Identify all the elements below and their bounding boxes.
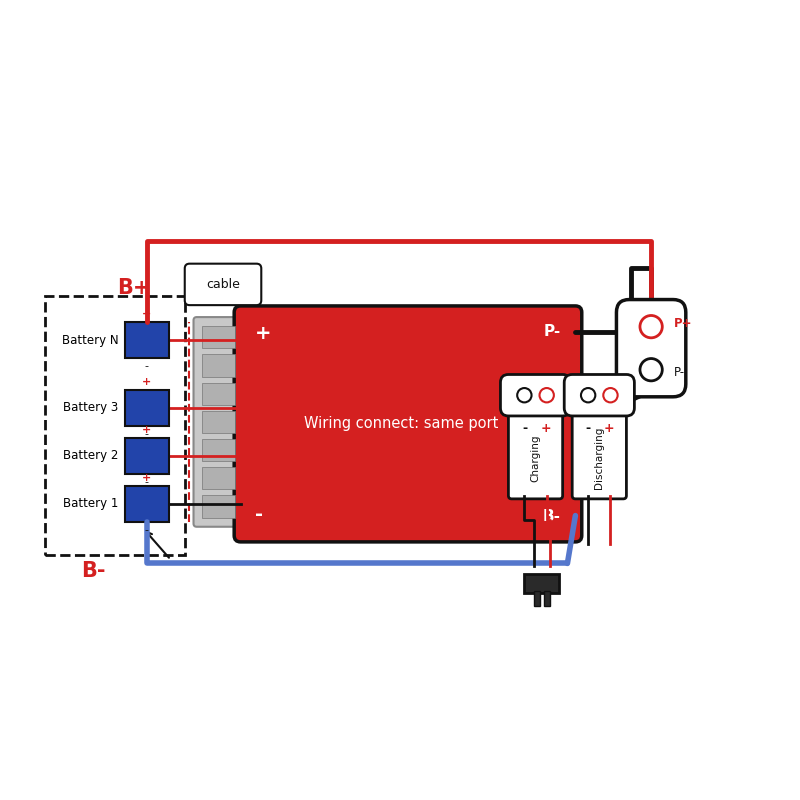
FancyBboxPatch shape: [501, 374, 570, 416]
Text: B-: B-: [543, 509, 561, 523]
FancyBboxPatch shape: [564, 374, 634, 416]
Text: B-: B-: [81, 562, 106, 582]
Text: -: -: [522, 422, 527, 434]
Bar: [543, 591, 550, 606]
Bar: [202, 354, 235, 377]
Text: +: +: [142, 377, 151, 387]
Bar: [125, 438, 169, 474]
Circle shape: [581, 388, 595, 402]
Bar: [125, 486, 169, 522]
Bar: [202, 410, 235, 433]
Text: Battery N: Battery N: [62, 334, 118, 346]
Text: +: +: [142, 309, 151, 319]
Bar: [202, 326, 235, 349]
Text: -: -: [145, 525, 149, 534]
FancyBboxPatch shape: [185, 264, 262, 305]
Text: Battery 2: Battery 2: [63, 450, 118, 462]
Text: -: -: [145, 477, 149, 487]
Bar: [46, 296, 185, 555]
Text: Wiring connect: same port: Wiring connect: same port: [304, 417, 498, 431]
Circle shape: [517, 388, 531, 402]
Bar: [125, 390, 169, 426]
Text: P+: P+: [674, 317, 692, 330]
FancyBboxPatch shape: [617, 299, 686, 397]
Text: cable: cable: [206, 278, 240, 291]
Circle shape: [603, 388, 618, 402]
FancyBboxPatch shape: [572, 409, 626, 499]
Text: +: +: [540, 422, 551, 434]
FancyBboxPatch shape: [509, 409, 562, 499]
Text: +: +: [142, 425, 151, 434]
Text: P-: P-: [544, 324, 561, 339]
Text: Charging: Charging: [530, 434, 541, 482]
Circle shape: [640, 358, 662, 381]
FancyBboxPatch shape: [194, 317, 244, 526]
Text: -: -: [586, 422, 591, 434]
Text: -: -: [145, 429, 149, 439]
Text: Battery 3: Battery 3: [63, 402, 118, 414]
Text: -: -: [255, 505, 263, 523]
Text: +: +: [255, 324, 271, 343]
Bar: [534, 591, 540, 606]
Bar: [202, 382, 235, 405]
Text: +: +: [604, 422, 614, 434]
Text: Discharging: Discharging: [594, 426, 604, 489]
Bar: [524, 574, 559, 593]
Text: -: -: [145, 362, 149, 371]
FancyBboxPatch shape: [234, 306, 582, 542]
Circle shape: [539, 388, 554, 402]
Bar: [125, 322, 169, 358]
Text: Battery 1: Battery 1: [63, 497, 118, 510]
Text: +: +: [142, 473, 151, 482]
Bar: [202, 495, 235, 518]
Text: B+: B+: [117, 278, 150, 298]
Text: P-: P-: [674, 366, 685, 379]
Bar: [202, 439, 235, 462]
Circle shape: [640, 315, 662, 338]
Bar: [202, 467, 235, 490]
